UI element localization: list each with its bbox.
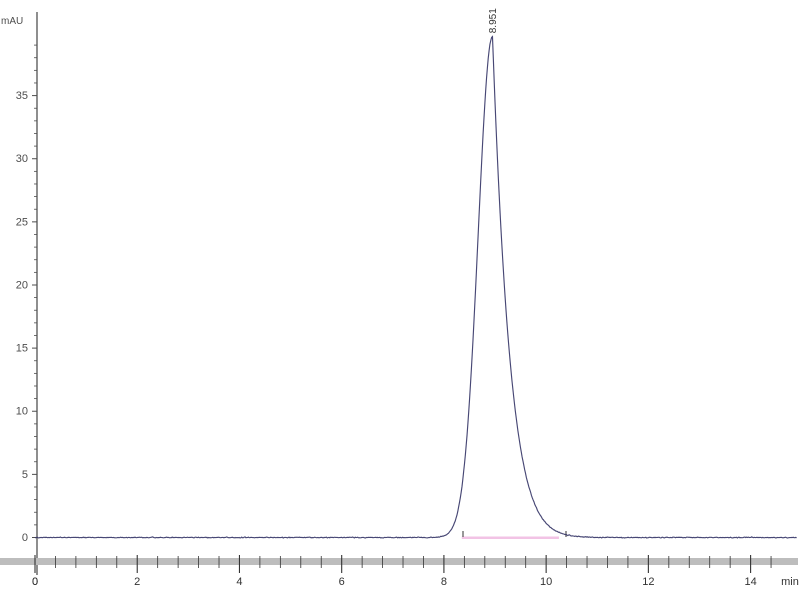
svg-text:12: 12 xyxy=(642,576,654,588)
svg-text:4: 4 xyxy=(236,576,242,588)
svg-text:30: 30 xyxy=(16,153,28,165)
svg-text:8.951: 8.951 xyxy=(488,8,499,33)
svg-text:10: 10 xyxy=(16,406,28,418)
svg-text:6: 6 xyxy=(339,576,345,588)
svg-text:15: 15 xyxy=(16,343,28,355)
svg-text:35: 35 xyxy=(16,90,28,102)
svg-text:min: min xyxy=(781,576,799,588)
svg-text:25: 25 xyxy=(16,216,28,228)
svg-text:0: 0 xyxy=(32,576,38,588)
svg-text:10: 10 xyxy=(540,576,552,588)
svg-text:20: 20 xyxy=(16,279,28,291)
svg-text:14: 14 xyxy=(744,576,756,588)
svg-text:2: 2 xyxy=(134,576,140,588)
svg-text:8: 8 xyxy=(441,576,447,588)
svg-text:0: 0 xyxy=(22,532,28,544)
svg-text:mAU: mAU xyxy=(1,16,23,27)
svg-text:5: 5 xyxy=(22,469,28,481)
